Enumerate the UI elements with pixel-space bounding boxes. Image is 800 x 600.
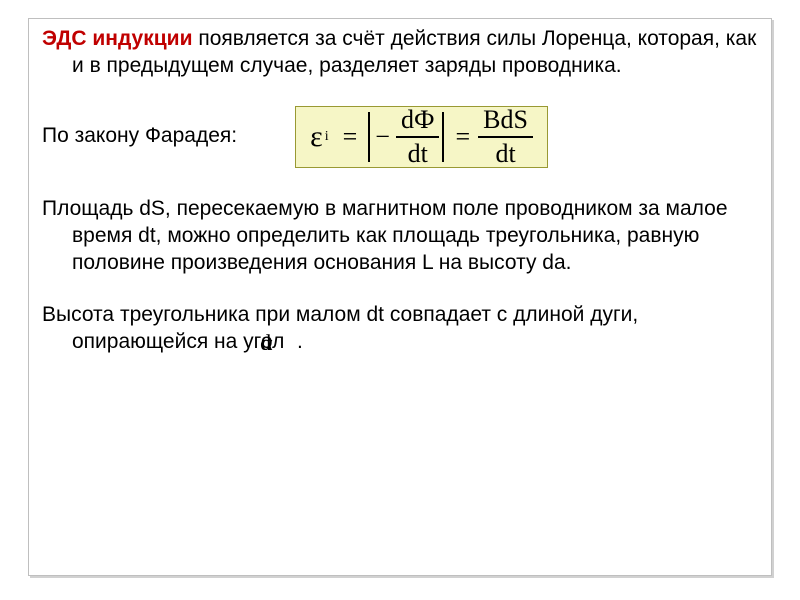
faraday-row: По закону Фарадея: εi = − dФ dt = BdS — [42, 106, 758, 168]
emf-term: ЭДС индукции — [42, 27, 192, 50]
frac2-num: BdS — [478, 106, 533, 134]
negative-sign: − — [373, 120, 396, 153]
fraction-dphi-dt: dФ dt — [396, 106, 440, 168]
epsilon-symbol: ε — [310, 118, 325, 156]
paragraph-3: Высота треугольника при малом dt совпада… — [42, 302, 758, 357]
d-alpha: dα — [290, 329, 291, 357]
epsilon-subscript: i — [325, 128, 335, 146]
paragraph-1: ЭДС индукции появляется за счёт действия… — [42, 26, 758, 80]
d-alpha-d: d — [290, 329, 291, 357]
frac1-bar — [396, 136, 440, 138]
faraday-formula: εi = − dФ dt = BdS dt — [295, 106, 548, 168]
equals-1: = — [335, 120, 366, 153]
equals-2: = — [447, 120, 478, 153]
abs-bar-right — [442, 112, 444, 162]
abs-group: − dФ dt — [365, 106, 447, 168]
frac2-den: dt — [490, 140, 520, 168]
frac1-num: dФ — [396, 106, 440, 134]
paragraph-3b: . — [297, 330, 303, 353]
abs-bar-left — [368, 112, 370, 162]
frac1-den: dt — [403, 140, 433, 168]
fraction-bds-dt: BdS dt — [478, 106, 533, 168]
faraday-label: По закону Фарадея: — [42, 123, 237, 150]
paragraph-3a: Высота треугольника при малом dt совпада… — [42, 303, 638, 353]
slide: ЭДС индукции появляется за счёт действия… — [0, 0, 800, 600]
paragraph-2: Площадь dS, пересекаемую в магнитном пол… — [42, 196, 758, 277]
slide-content: ЭДС индукции появляется за счёт действия… — [42, 26, 758, 357]
frac2-bar — [478, 136, 533, 138]
